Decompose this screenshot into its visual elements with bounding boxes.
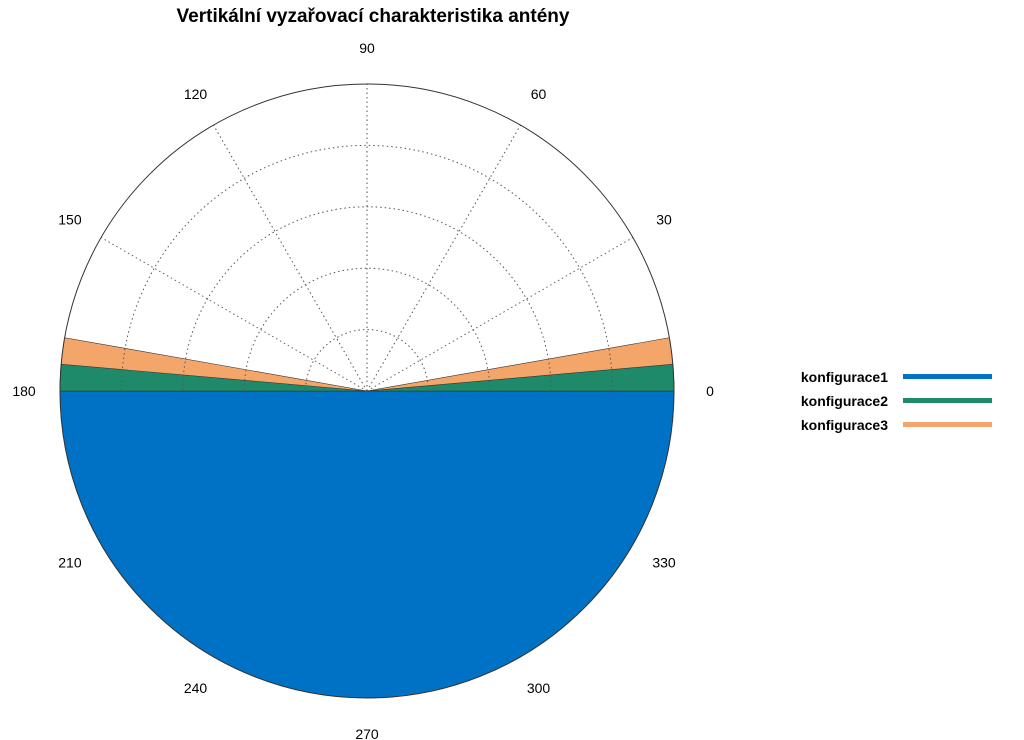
grid-spoke	[213, 124, 368, 392]
theta-tick-240: 240	[184, 680, 208, 696]
polar-chart: 0 30 60 90 120 150 180 210 240 270 300 330	[12, 40, 714, 740]
theta-tick-90: 90	[359, 40, 375, 56]
theta-tick-270: 270	[355, 726, 379, 740]
theta-tick-120: 120	[184, 86, 208, 102]
theta-tick-60: 60	[531, 86, 547, 102]
legend-label: konfigurace1	[800, 369, 888, 385]
legend-swatch	[903, 398, 992, 403]
legend: konfigurace1 konfigurace2 konfigurace3	[770, 368, 1010, 440]
theta-tick-180: 180	[12, 383, 36, 399]
grid-spoke	[100, 237, 368, 392]
legend-item-konfigurace1: konfigurace1	[770, 368, 1010, 392]
legend-swatch	[903, 422, 992, 427]
legend-swatch	[903, 374, 992, 379]
outer-circle	[59, 83, 675, 699]
theta-tick-0: 0	[706, 383, 714, 399]
legend-item-konfigurace2: konfigurace2	[770, 392, 1010, 416]
grid-spoke	[366, 237, 634, 392]
series-wedges	[59, 337, 675, 699]
theta-tick-30: 30	[656, 212, 672, 228]
legend-label: konfigurace2	[800, 393, 888, 409]
polar-grid	[100, 84, 634, 392]
theta-tick-210: 210	[58, 555, 82, 571]
theta-tick-labels: 0 30 60 90 120 150 180 210 240 270 300 330	[12, 40, 714, 740]
theta-tick-300: 300	[527, 680, 551, 696]
grid-spoke	[366, 124, 521, 392]
theta-tick-330: 330	[652, 555, 676, 571]
grid-ring	[305, 329, 429, 392]
chart-title: Vertikální vyzařovací charakteristika an…	[176, 6, 570, 27]
theta-tick-150: 150	[58, 212, 82, 228]
wedge-konfigurace1-0	[59, 390, 675, 699]
legend-label: konfigurace3	[800, 417, 888, 433]
grid-ring	[182, 206, 552, 392]
legend-item-konfigurace3: konfigurace3	[770, 416, 1010, 440]
